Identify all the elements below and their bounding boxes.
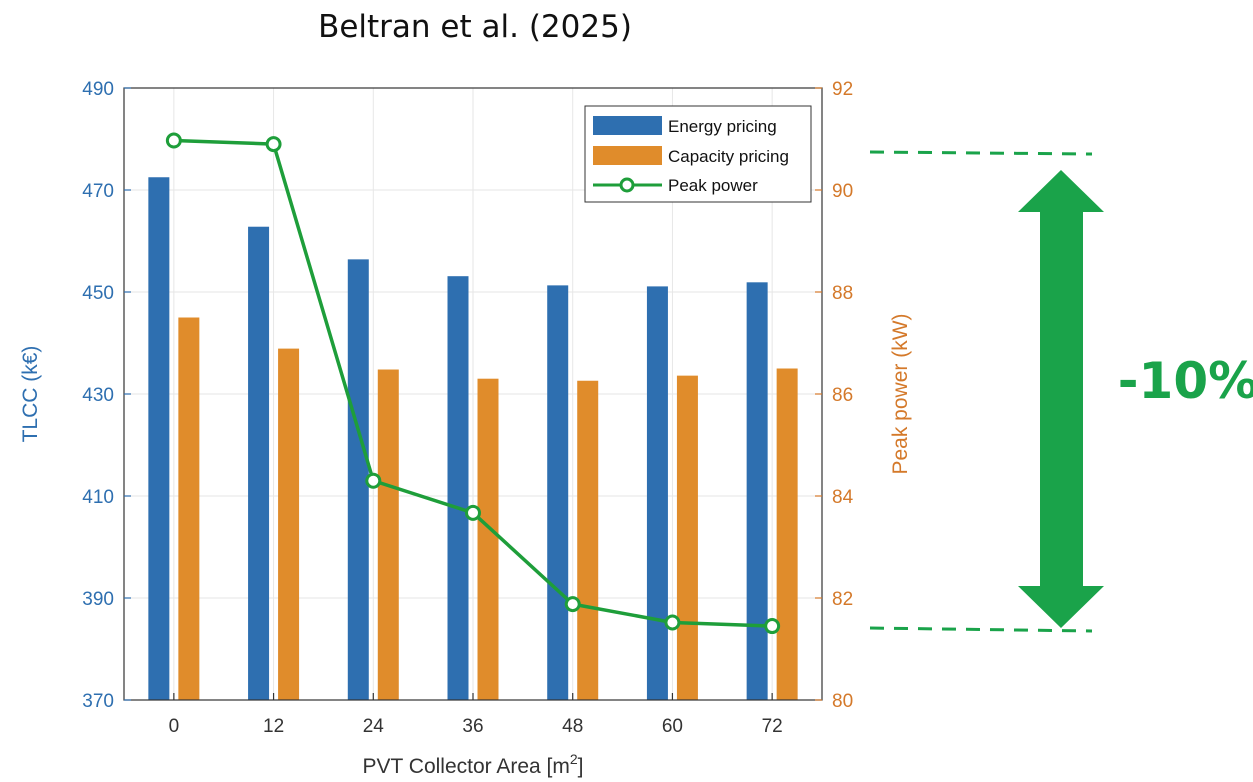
- x-tick-label: 0: [169, 716, 180, 737]
- bar-capacity-pricing: [776, 368, 798, 700]
- reduction-label: -10%: [1118, 352, 1253, 410]
- left-tick-label: 470: [82, 181, 114, 202]
- right-tick-label: 86: [832, 385, 853, 406]
- x-tick-label: 36: [462, 716, 483, 737]
- bar-energy-pricing: [746, 282, 768, 700]
- x-tick-label: 72: [762, 716, 783, 737]
- y-axis-label-right: Peak power (kW): [889, 313, 912, 474]
- legend-label-energy: Energy pricing: [668, 117, 777, 136]
- bar-capacity-pricing: [278, 348, 300, 700]
- left-tick-label: 410: [82, 487, 114, 508]
- upper-reference-dash: [869, 150, 1093, 156]
- right-tick-label: 84: [832, 487, 854, 508]
- legend: Energy pricing Capacity pricing Peak pow…: [584, 105, 812, 203]
- figure-title: Beltran et al. (2025): [318, 9, 632, 45]
- bars: [148, 177, 798, 700]
- grid-lines: [124, 87, 822, 701]
- peak-power-marker: [465, 504, 481, 521]
- left-tick-label: 490: [82, 79, 114, 100]
- x-axis-label: PVT Collector Area [m2]: [363, 751, 584, 778]
- x-axis-label-end: ]: [578, 755, 584, 778]
- left-tick-label: 430: [82, 385, 114, 406]
- right-tick-label: 82: [832, 589, 853, 610]
- bar-capacity-pricing: [477, 378, 499, 700]
- left-tick-label: 390: [82, 589, 114, 610]
- right-tick-label: 80: [832, 691, 853, 712]
- peak-power-marker: [764, 618, 781, 635]
- peak-power-marker: [165, 132, 182, 149]
- lower-reference-dash: [869, 626, 1093, 633]
- bar-energy-pricing: [248, 226, 270, 700]
- left-tick-label: 450: [82, 283, 114, 304]
- bar-capacity-pricing: [676, 375, 698, 700]
- x-axis-label-sup: 2: [570, 751, 578, 767]
- y-axis-label-left: TLCC (k€): [19, 346, 42, 443]
- x-tick-label: 24: [363, 716, 385, 737]
- x-axis-label-main: PVT Collector Area [m: [363, 755, 570, 778]
- right-tick-label: 92: [832, 79, 853, 100]
- x-tick-label: 48: [562, 716, 583, 737]
- legend-swatch-peak-marker: [619, 177, 635, 193]
- right-axis: 80 82 84 86 88 90 92: [815, 79, 854, 712]
- bar-capacity-pricing: [178, 317, 200, 700]
- legend-label-peak: Peak power: [668, 176, 758, 195]
- peak-power-marker: [564, 596, 581, 613]
- x-tick-label: 60: [662, 716, 683, 737]
- double-arrow-icon: [1018, 170, 1104, 628]
- right-tick-label: 88: [832, 283, 853, 304]
- right-tick-label: 90: [832, 181, 853, 202]
- bar-energy-pricing: [347, 259, 369, 700]
- x-tick-label: 12: [263, 716, 284, 737]
- bar-energy-pricing: [148, 177, 170, 700]
- peak-power-marker: [664, 614, 681, 631]
- bar-capacity-pricing: [577, 380, 599, 700]
- legend-swatch-energy: [593, 116, 662, 135]
- peak-power-marker: [265, 136, 282, 153]
- peak-power-line: [165, 132, 781, 635]
- reduction-annotation: -10%: [869, 150, 1253, 633]
- bar-energy-pricing: [547, 285, 569, 700]
- bar-capacity-pricing: [377, 369, 399, 700]
- peak-power-marker: [365, 472, 382, 489]
- legend-swatch-capacity: [593, 146, 662, 165]
- legend-label-capacity: Capacity pricing: [668, 147, 789, 166]
- x-axis: 0 12 24 36 48 60 72: [169, 693, 783, 737]
- bar-energy-pricing: [447, 276, 469, 700]
- left-axis: 370 390 410 430 450 470 490: [82, 79, 131, 712]
- bar-energy-pricing: [646, 286, 668, 700]
- left-tick-label: 370: [82, 691, 114, 712]
